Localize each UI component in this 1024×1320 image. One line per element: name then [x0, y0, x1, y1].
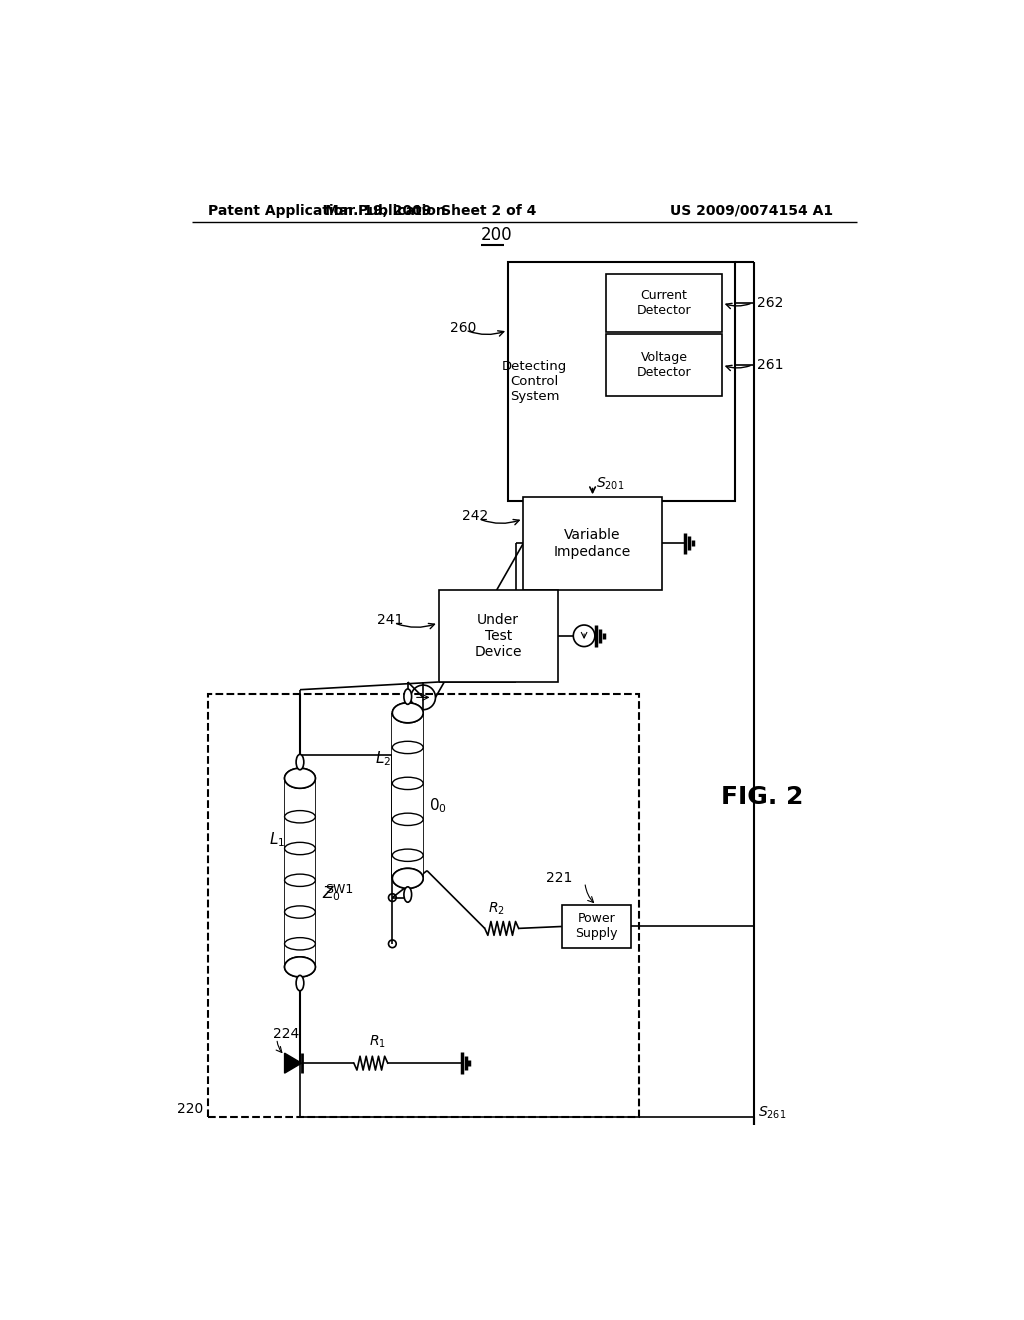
- Text: Detecting
Control
System: Detecting Control System: [502, 360, 567, 403]
- Text: Voltage
Detector: Voltage Detector: [637, 351, 691, 379]
- Ellipse shape: [392, 869, 423, 888]
- Text: Current
Detector: Current Detector: [637, 289, 691, 317]
- Ellipse shape: [285, 957, 315, 977]
- Ellipse shape: [392, 869, 423, 888]
- Text: Variable
Impedance: Variable Impedance: [554, 528, 631, 558]
- Text: US 2009/0074154 A1: US 2009/0074154 A1: [670, 203, 833, 218]
- Text: Mar. 19, 2009  Sheet 2 of 4: Mar. 19, 2009 Sheet 2 of 4: [326, 203, 537, 218]
- Bar: [523, 498, 662, 590]
- Text: 200: 200: [481, 227, 513, 244]
- Text: $0_0$: $0_0$: [429, 796, 447, 814]
- Ellipse shape: [403, 887, 412, 903]
- Text: 224: 224: [273, 1027, 299, 1041]
- Ellipse shape: [392, 702, 423, 723]
- Text: SW1: SW1: [326, 883, 354, 896]
- Bar: [508, 263, 735, 502]
- Ellipse shape: [285, 957, 315, 977]
- Text: $R_2$: $R_2$: [487, 902, 505, 917]
- Bar: [606, 275, 722, 331]
- Polygon shape: [285, 1053, 301, 1073]
- Ellipse shape: [403, 689, 412, 705]
- Ellipse shape: [296, 975, 304, 991]
- Text: $R_1$: $R_1$: [370, 1034, 386, 1049]
- Text: 261: 261: [757, 358, 783, 372]
- Text: 242: 242: [462, 510, 487, 524]
- Text: $L_2$: $L_2$: [376, 750, 391, 768]
- Text: $S_{261}$: $S_{261}$: [758, 1105, 786, 1122]
- Text: $L_1$: $L_1$: [269, 830, 286, 849]
- Text: FIG. 2: FIG. 2: [721, 785, 803, 809]
- Text: 241: 241: [377, 614, 403, 627]
- Text: $S_{201}$: $S_{201}$: [596, 475, 625, 491]
- Text: $Z_0$: $Z_0$: [322, 884, 340, 903]
- Bar: [392, 713, 423, 878]
- Text: Patent Application Publication: Patent Application Publication: [208, 203, 445, 218]
- Text: 260: 260: [451, 321, 476, 335]
- Bar: [606, 334, 722, 396]
- Bar: [285, 779, 315, 966]
- Ellipse shape: [296, 755, 304, 770]
- Ellipse shape: [285, 768, 315, 788]
- Bar: [562, 906, 631, 948]
- Text: 262: 262: [757, 296, 783, 310]
- Ellipse shape: [392, 702, 423, 723]
- Text: Power
Supply: Power Supply: [575, 912, 617, 940]
- Text: 220: 220: [177, 1102, 204, 1117]
- Ellipse shape: [285, 768, 315, 788]
- Text: Under
Test
Device: Under Test Device: [474, 612, 522, 659]
- Bar: [208, 693, 639, 1117]
- Bar: [438, 590, 558, 682]
- Text: 221: 221: [547, 871, 572, 886]
